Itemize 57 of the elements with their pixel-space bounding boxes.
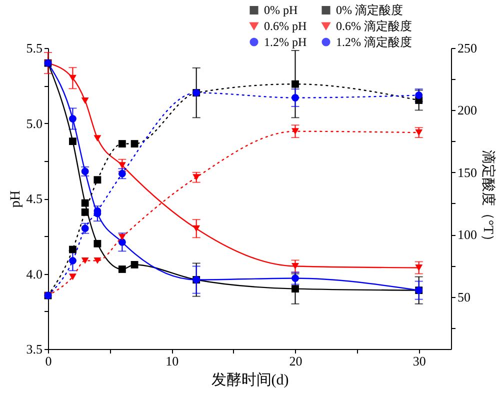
point — [292, 94, 299, 102]
point — [292, 285, 299, 293]
y-axis-title: pH — [8, 190, 24, 208]
point — [81, 97, 89, 104]
point — [81, 257, 89, 264]
legend-label: 0.6% pH — [264, 19, 307, 33]
point — [94, 257, 102, 264]
point — [192, 225, 200, 232]
point — [81, 224, 89, 232]
y-tick-label: 5.0 — [26, 116, 42, 131]
point — [118, 238, 126, 246]
legend-label: 0% pH — [264, 3, 298, 18]
legend-label: 1.2% 滴定酸度 — [336, 35, 412, 49]
y2-axis-title: 滴定酸度（°T） — [480, 150, 496, 248]
legend-label: 0% 滴定酸度 — [336, 3, 403, 18]
x-tick-label: 10 — [166, 354, 179, 368]
point — [292, 80, 299, 88]
point — [69, 138, 76, 146]
point — [69, 74, 76, 82]
y2-tick-label: 50 — [458, 289, 470, 304]
y-tick-label: 5.5 — [26, 40, 42, 56]
y2-tick-label: 100 — [458, 227, 477, 242]
point — [118, 170, 126, 178]
point — [130, 140, 138, 148]
point — [69, 115, 76, 122]
point — [94, 135, 102, 142]
y-tick-label: 4.5 — [26, 191, 42, 206]
point — [192, 174, 200, 181]
point — [292, 274, 299, 282]
legend-label: 1.2% pH — [264, 35, 307, 49]
x-tick-label: 0 — [45, 354, 52, 368]
x-tick-label: 20 — [289, 354, 302, 368]
point — [118, 234, 126, 240]
point — [81, 199, 89, 207]
y2-tick-label: 150 — [458, 164, 477, 180]
point — [292, 128, 299, 135]
point — [415, 264, 423, 271]
y-tick-label: 4.0 — [26, 266, 42, 282]
point — [130, 261, 138, 268]
point — [415, 129, 423, 136]
point — [69, 256, 76, 264]
point — [69, 246, 76, 254]
legend-label: 0.6% 滴定酸度 — [336, 19, 412, 33]
y-tick-label: 3.5 — [26, 342, 42, 356]
point — [118, 266, 126, 273]
x-axis-title: 发酵时间(d) — [211, 372, 289, 388]
point — [94, 176, 102, 184]
point — [118, 162, 126, 169]
point — [94, 240, 102, 248]
point — [81, 208, 89, 216]
point — [118, 140, 126, 148]
point — [415, 92, 423, 99]
point — [292, 263, 299, 270]
y2-tick-label: 250 — [458, 40, 477, 56]
x-tick-label: 30 — [412, 354, 426, 368]
point — [69, 274, 76, 280]
y2-tick-label: 200 — [458, 102, 477, 118]
